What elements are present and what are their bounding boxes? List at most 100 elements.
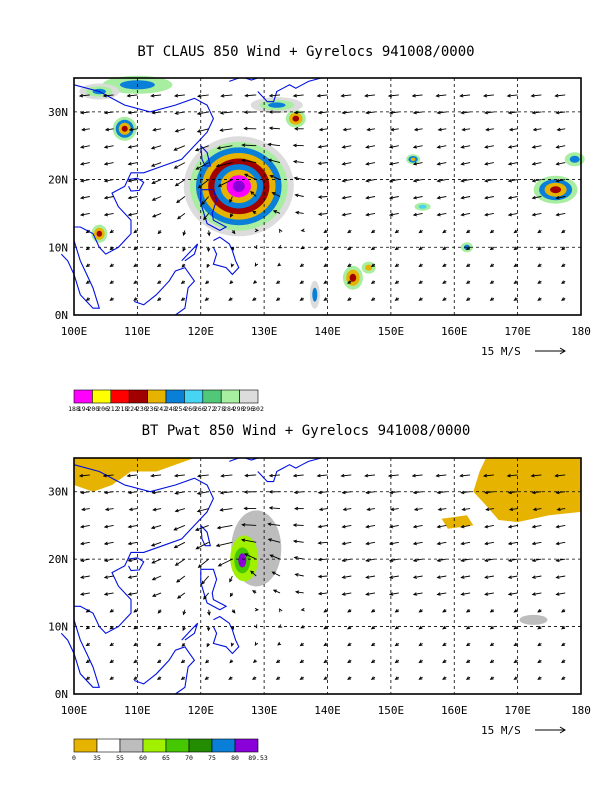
coastline-7 [134,646,196,695]
wind-vector-264 [365,94,376,97]
wind-vector-155 [270,554,281,560]
coastline-2 [200,145,211,167]
lon-label: 160E [441,704,468,717]
wind-vector-119 [413,212,423,216]
wind-arrowhead-256 [173,473,179,478]
wind-arrowhead-15 [442,676,447,680]
wind-vector-210 [82,128,90,131]
wind-arrowhead-31 [323,659,328,664]
wind-arrowhead-217 [243,126,248,131]
colorbar-swatch [128,389,148,404]
wind-arrowhead-228 [508,127,514,132]
wind-arrowhead-144 [507,195,513,200]
wind-arrowhead-102 [513,608,518,613]
wind-arrowhead-150 [151,180,156,184]
wind-vector-225 [438,508,447,511]
wind-arrowhead-70 [253,624,258,629]
wind-vector-109 [177,213,186,220]
wind-vector-244 [389,111,399,114]
wind-arrowhead-213 [152,127,157,132]
wind-arrowhead-185 [484,162,489,166]
wind-arrowhead-265 [387,93,393,98]
wind-vector-133 [250,570,257,577]
wind-vector-109 [177,592,186,599]
wind-arrowhead-152 [197,564,202,568]
wind-arrowhead-97 [394,608,399,613]
wind-arrowhead-186 [507,162,513,166]
wind-vector-260 [269,474,281,477]
wind-arrowhead-117 [365,592,370,596]
wind-vector-227 [486,508,494,511]
wind-arrowhead-127 [103,195,109,200]
wind-arrowhead-209 [555,145,560,149]
wind-vector-220 [319,128,328,131]
wind-arrowhead-164 [484,558,489,563]
colorbar-swatch [147,389,167,404]
wind-arrowhead-223 [390,507,395,512]
wind-arrowhead-189 [79,145,85,149]
wind-arrowhead-179 [341,162,346,166]
wind-arrowhead-178 [317,161,322,166]
wind-arrowhead-268 [459,473,464,478]
wind-arrowhead-129 [151,197,156,201]
wind-arrowhead-32 [347,659,352,664]
wind-vector-262 [317,94,328,97]
colorbar-label: 89.53 [248,754,268,762]
wind-arrowhead-169 [103,162,109,166]
coastline-3 [128,557,145,572]
wind-arrowhead-59 [489,642,494,647]
wind-vector-121 [461,212,471,216]
wind-arrowhead-2 [133,676,138,680]
panel2-colorbar: 0 35 55 60 65 70 75 80 89.53 [72,738,268,762]
coastline-0 [73,464,215,634]
wind-vector-139 [389,575,399,579]
wind-vector-264 [365,474,376,477]
colorbar-swatch [165,389,185,404]
wind-vector-173 [196,541,209,550]
wind-arrowhead-162 [436,558,441,563]
wind-arrowhead-2 [133,297,138,301]
wind-vector-243 [366,111,376,114]
wind-arrowhead-66 [157,625,162,630]
wind-arrowhead-271 [530,93,535,98]
wind-arrowhead-68 [206,627,211,632]
wind-vector-271 [531,94,542,97]
wind-arrowhead-240 [293,110,298,115]
wind-vector-203 [413,145,423,148]
wind-arrowhead-142 [460,575,465,579]
wind-arrowhead-50 [277,641,282,646]
wind-vector-160 [389,558,399,562]
wind-vector-245 [413,111,423,114]
wind-arrowhead-91 [254,228,259,233]
wind-arrowhead-182 [412,162,418,166]
wind-vector-237 [220,111,233,114]
wind-arrowhead-1 [109,297,114,301]
cloud-shade-4-3 [550,186,562,194]
wind-arrowhead-263 [340,93,345,98]
wind-arrowhead-85 [109,608,114,613]
cloud-shade-1-3 [121,125,128,132]
wind-arrowhead-55 [394,642,399,647]
wind-arrowhead-99 [442,608,447,613]
wind-arrowhead-29 [275,659,280,664]
wind-arrowhead-96 [370,229,375,234]
wind-arrowhead-230 [556,507,561,512]
wind-arrowhead-119 [412,212,418,217]
wind-arrowhead-132 [229,578,233,583]
wind-arrowhead-18 [513,297,518,301]
wind-arrowhead-121 [460,592,465,596]
wind-vector-162 [437,179,447,182]
colorbar-label: 0 [72,754,76,762]
wind-arrowhead-96 [370,608,375,613]
wind-arrowhead-12 [370,297,375,301]
wind-arrowhead-104 [561,608,566,613]
wind-vector-115 [318,592,328,595]
wind-arrowhead-52 [323,642,328,647]
wind-arrowhead-269 [482,473,488,478]
colorbar-label: 224 [126,405,138,413]
wind-vector-261 [293,94,304,97]
wind-arrowhead-137 [341,575,346,579]
wind-arrowhead-123 [507,592,513,596]
wind-arrowhead-32 [347,280,352,284]
wind-vector-209 [556,145,566,148]
